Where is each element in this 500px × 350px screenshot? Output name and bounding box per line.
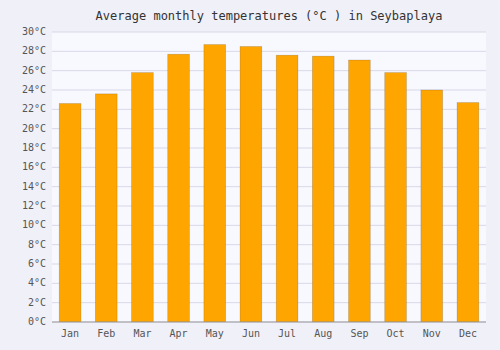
bar [132, 73, 154, 322]
y-tick-label: 10°C [22, 219, 46, 230]
bar [349, 60, 371, 322]
y-tick-label: 22°C [22, 103, 46, 114]
y-tick-label: 28°C [22, 45, 46, 56]
x-tick-label: Oct [387, 328, 405, 339]
y-tick-label: 0°C [28, 316, 46, 327]
y-tick-label: 14°C [22, 181, 46, 192]
x-tick-label: Sep [350, 328, 368, 339]
x-tick-label: Jun [242, 328, 260, 339]
plot-background [52, 32, 486, 322]
bars [59, 45, 479, 322]
grid-line [52, 322, 486, 323]
x-tick-label: Jan [61, 328, 79, 339]
grid-line [52, 70, 486, 71]
x-axis: Jan Feb Mar Apr May Jun Jul Aug Sep Oct Nov Dec [52, 322, 486, 339]
x-tick-label: May [206, 328, 224, 339]
y-tick-label: 8°C [28, 239, 46, 250]
bar [240, 47, 262, 323]
y-axis: 0°C 2°C 4°C 6°C 8°C 10°C 12°C 14°C 16°C 18°C 20°C 2… [22, 26, 486, 327]
bar [457, 103, 479, 322]
x-tick-label: Apr [170, 328, 188, 339]
title: Average monthly temperatures (°C ) in Se… [96, 9, 443, 23]
grid-line [52, 32, 486, 33]
background [0, 0, 500, 350]
bar [276, 55, 298, 322]
y-tick-label: 12°C [22, 200, 46, 211]
x-tick-label: Dec [459, 328, 477, 339]
bar [204, 45, 226, 322]
y-tick-label: 20°C [22, 123, 46, 134]
y-tick-label: 6°C [28, 258, 46, 269]
x-tick-label: Nov [423, 328, 441, 339]
x-axis-line [52, 322, 486, 323]
y-tick-label: 4°C [28, 277, 46, 288]
y-tick-label: 18°C [22, 142, 46, 153]
grid-line [52, 51, 486, 52]
y-tick-label: 30°C [22, 26, 46, 37]
y-tick-label: 2°C [28, 297, 46, 308]
bar [59, 104, 81, 322]
x-tick-label: Aug [314, 328, 332, 339]
bar [421, 90, 443, 322]
x-tick-label: Jul [278, 328, 296, 339]
y-tick-label: 16°C [22, 161, 46, 172]
chart: 0°C 2°C 4°C 6°C 8°C 10°C 12°C 14°C 16°C 18°C 20°C 2… [0, 0, 500, 350]
y-tick-label: 26°C [22, 65, 46, 76]
bar [312, 56, 334, 322]
bar [385, 73, 407, 322]
y-tick-label: 24°C [22, 84, 46, 95]
chart-container: 0°C 2°C 4°C 6°C 8°C 10°C 12°C 14°C 16°C 18°C 20°C 2… [0, 0, 500, 350]
x-tick-label: Mar [133, 328, 151, 339]
bar [95, 94, 117, 322]
x-tick-label: Feb [97, 328, 115, 339]
bar [168, 54, 190, 322]
